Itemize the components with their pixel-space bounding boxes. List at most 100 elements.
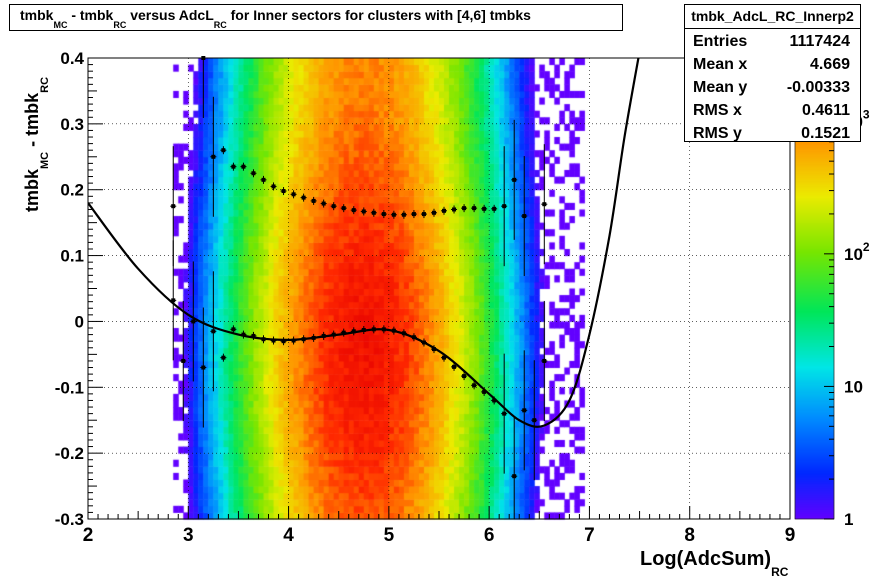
- upper-profile-point: [472, 206, 477, 211]
- upper-profile-point: [452, 207, 457, 212]
- lower-profile-point: [472, 383, 477, 388]
- y-tick-label: 0: [75, 312, 84, 331]
- y-tick-label: 0.1: [60, 247, 84, 266]
- upper-profile-point: [251, 171, 256, 176]
- lower-profile-point: [482, 389, 487, 394]
- lower-profile-point: [241, 332, 246, 337]
- upper-profile-point: [462, 206, 467, 211]
- z-tick-base: 10: [844, 245, 863, 264]
- z-tick-label: 10: [844, 377, 863, 396]
- y-axis-label: tmbkMC - tmbkRC: [22, 77, 51, 212]
- z-tick-label: 102: [844, 240, 870, 264]
- stats-row-rms-y: RMS y 0.1521: [685, 121, 860, 144]
- upper-profile-point: [442, 208, 447, 213]
- lower-profile-point: [171, 298, 176, 303]
- stats-row-mean-x: Mean x 4.669: [685, 52, 860, 75]
- upper-profile-point: [502, 204, 507, 209]
- x-axis-label-main: Log(AdcSum): [640, 548, 771, 570]
- lower-profile-point: [331, 332, 336, 337]
- lower-profile-point: [221, 355, 226, 360]
- stats-row-entries: Entries 1117424: [685, 29, 860, 52]
- x-axis-label: Log(AdcSum)RC: [640, 548, 789, 578]
- x-tick-label: 6: [484, 525, 495, 546]
- lower-profile-point: [401, 331, 406, 336]
- upper-profile-point: [221, 148, 226, 153]
- lower-profile-point: [281, 339, 286, 344]
- profile-points: [170, 56, 548, 519]
- x-tick-label: 9: [785, 525, 796, 546]
- lower-profile-point: [271, 338, 276, 343]
- lower-profile-point: [231, 327, 236, 332]
- upper-profile-point: [542, 202, 547, 207]
- lower-profile-point: [261, 337, 266, 342]
- lower-profile-point: [542, 358, 547, 363]
- z-tick-exponent: 3: [863, 107, 870, 121]
- lower-profile-point: [211, 329, 216, 334]
- lower-profile-point: [371, 327, 376, 332]
- upper-profile-point: [371, 210, 376, 215]
- title-sub1: MC: [53, 20, 67, 30]
- lower-profile-point: [532, 418, 537, 423]
- upper-profile-point: [341, 206, 346, 211]
- upper-profile-point: [171, 204, 176, 209]
- lower-profile-point: [201, 365, 206, 370]
- stats-value: 1117424: [789, 33, 850, 50]
- x-tick-label: 8: [684, 525, 695, 546]
- tick-labels: 23456789-0.3-0.2-0.100.10.20.30.41101021…: [22, 49, 870, 578]
- stats-value: 0.1521: [801, 125, 850, 142]
- upper-profile-point: [411, 212, 416, 217]
- y-tick-label: 0.2: [60, 181, 84, 200]
- grid-lines: [88, 58, 790, 519]
- upper-profile-point: [391, 212, 396, 217]
- upper-profile-point: [211, 154, 216, 159]
- upper-profile-point: [512, 177, 517, 182]
- stats-row-rms-x: RMS x 0.4611: [685, 98, 860, 121]
- stats-label: Entries: [693, 33, 748, 50]
- y-axis-label-part: - tmbk: [22, 92, 42, 152]
- stats-label: Mean x: [693, 56, 748, 73]
- lower-profile-point: [421, 340, 426, 345]
- lower-profile-point: [191, 319, 196, 324]
- z-tick-label: 1: [844, 510, 853, 529]
- title-part1: tmbk: [20, 7, 54, 23]
- lower-profile-point: [502, 411, 507, 416]
- stats-box: tmbk_AdcL_RC_Innerp2 Entries 1117424 Mea…: [684, 4, 861, 142]
- lower-profile-point: [391, 328, 396, 333]
- lower-profile-point: [341, 330, 346, 335]
- upper-profile-point: [492, 206, 497, 211]
- axes: [87, 57, 835, 520]
- upper-profile-point: [311, 198, 316, 203]
- x-tick-label: 2: [83, 525, 94, 546]
- stats-title: tmbk_AdcL_RC_Innerp2: [685, 5, 860, 29]
- upper-profile-point: [421, 212, 426, 217]
- lower-profile-point: [411, 335, 416, 340]
- x-tick-label: 4: [283, 525, 294, 546]
- stats-label: RMS y: [693, 125, 742, 142]
- y-axis-label-part: MC: [39, 152, 51, 169]
- upper-profile-point: [331, 204, 336, 209]
- lower-profile-point: [492, 398, 497, 403]
- fit-curve: [88, 58, 640, 428]
- chart-title: tmbkMC - tmbkRC versus AdcLRC for Inner …: [9, 4, 623, 31]
- y-axis-label-part: RC: [39, 77, 51, 93]
- title-part2: - tmbk: [67, 7, 113, 23]
- x-axis-label-sub: RC: [771, 565, 789, 578]
- upper-profile-point: [482, 206, 487, 211]
- y-tick-label: 0.4: [60, 49, 84, 68]
- stats-value: 4.669: [809, 56, 850, 73]
- stats-value: -0.00333: [786, 79, 850, 96]
- lower-profile-point: [291, 338, 296, 343]
- stats-row-mean-y: Mean y -0.00333: [685, 75, 860, 98]
- stats-label: RMS x: [693, 102, 742, 119]
- upper-profile-point: [231, 164, 236, 169]
- lower-profile-point: [251, 333, 256, 338]
- lower-profile-point: [351, 329, 356, 334]
- lower-profile-point: [522, 408, 527, 413]
- y-tick-label: -0.2: [55, 444, 84, 463]
- title-part4: for Inner sectors for clusters with [4,6…: [227, 7, 531, 23]
- upper-profile-point: [321, 201, 326, 206]
- x-tick-label: 3: [183, 525, 194, 546]
- fit-line: [88, 58, 640, 428]
- upper-profile-point: [271, 184, 276, 189]
